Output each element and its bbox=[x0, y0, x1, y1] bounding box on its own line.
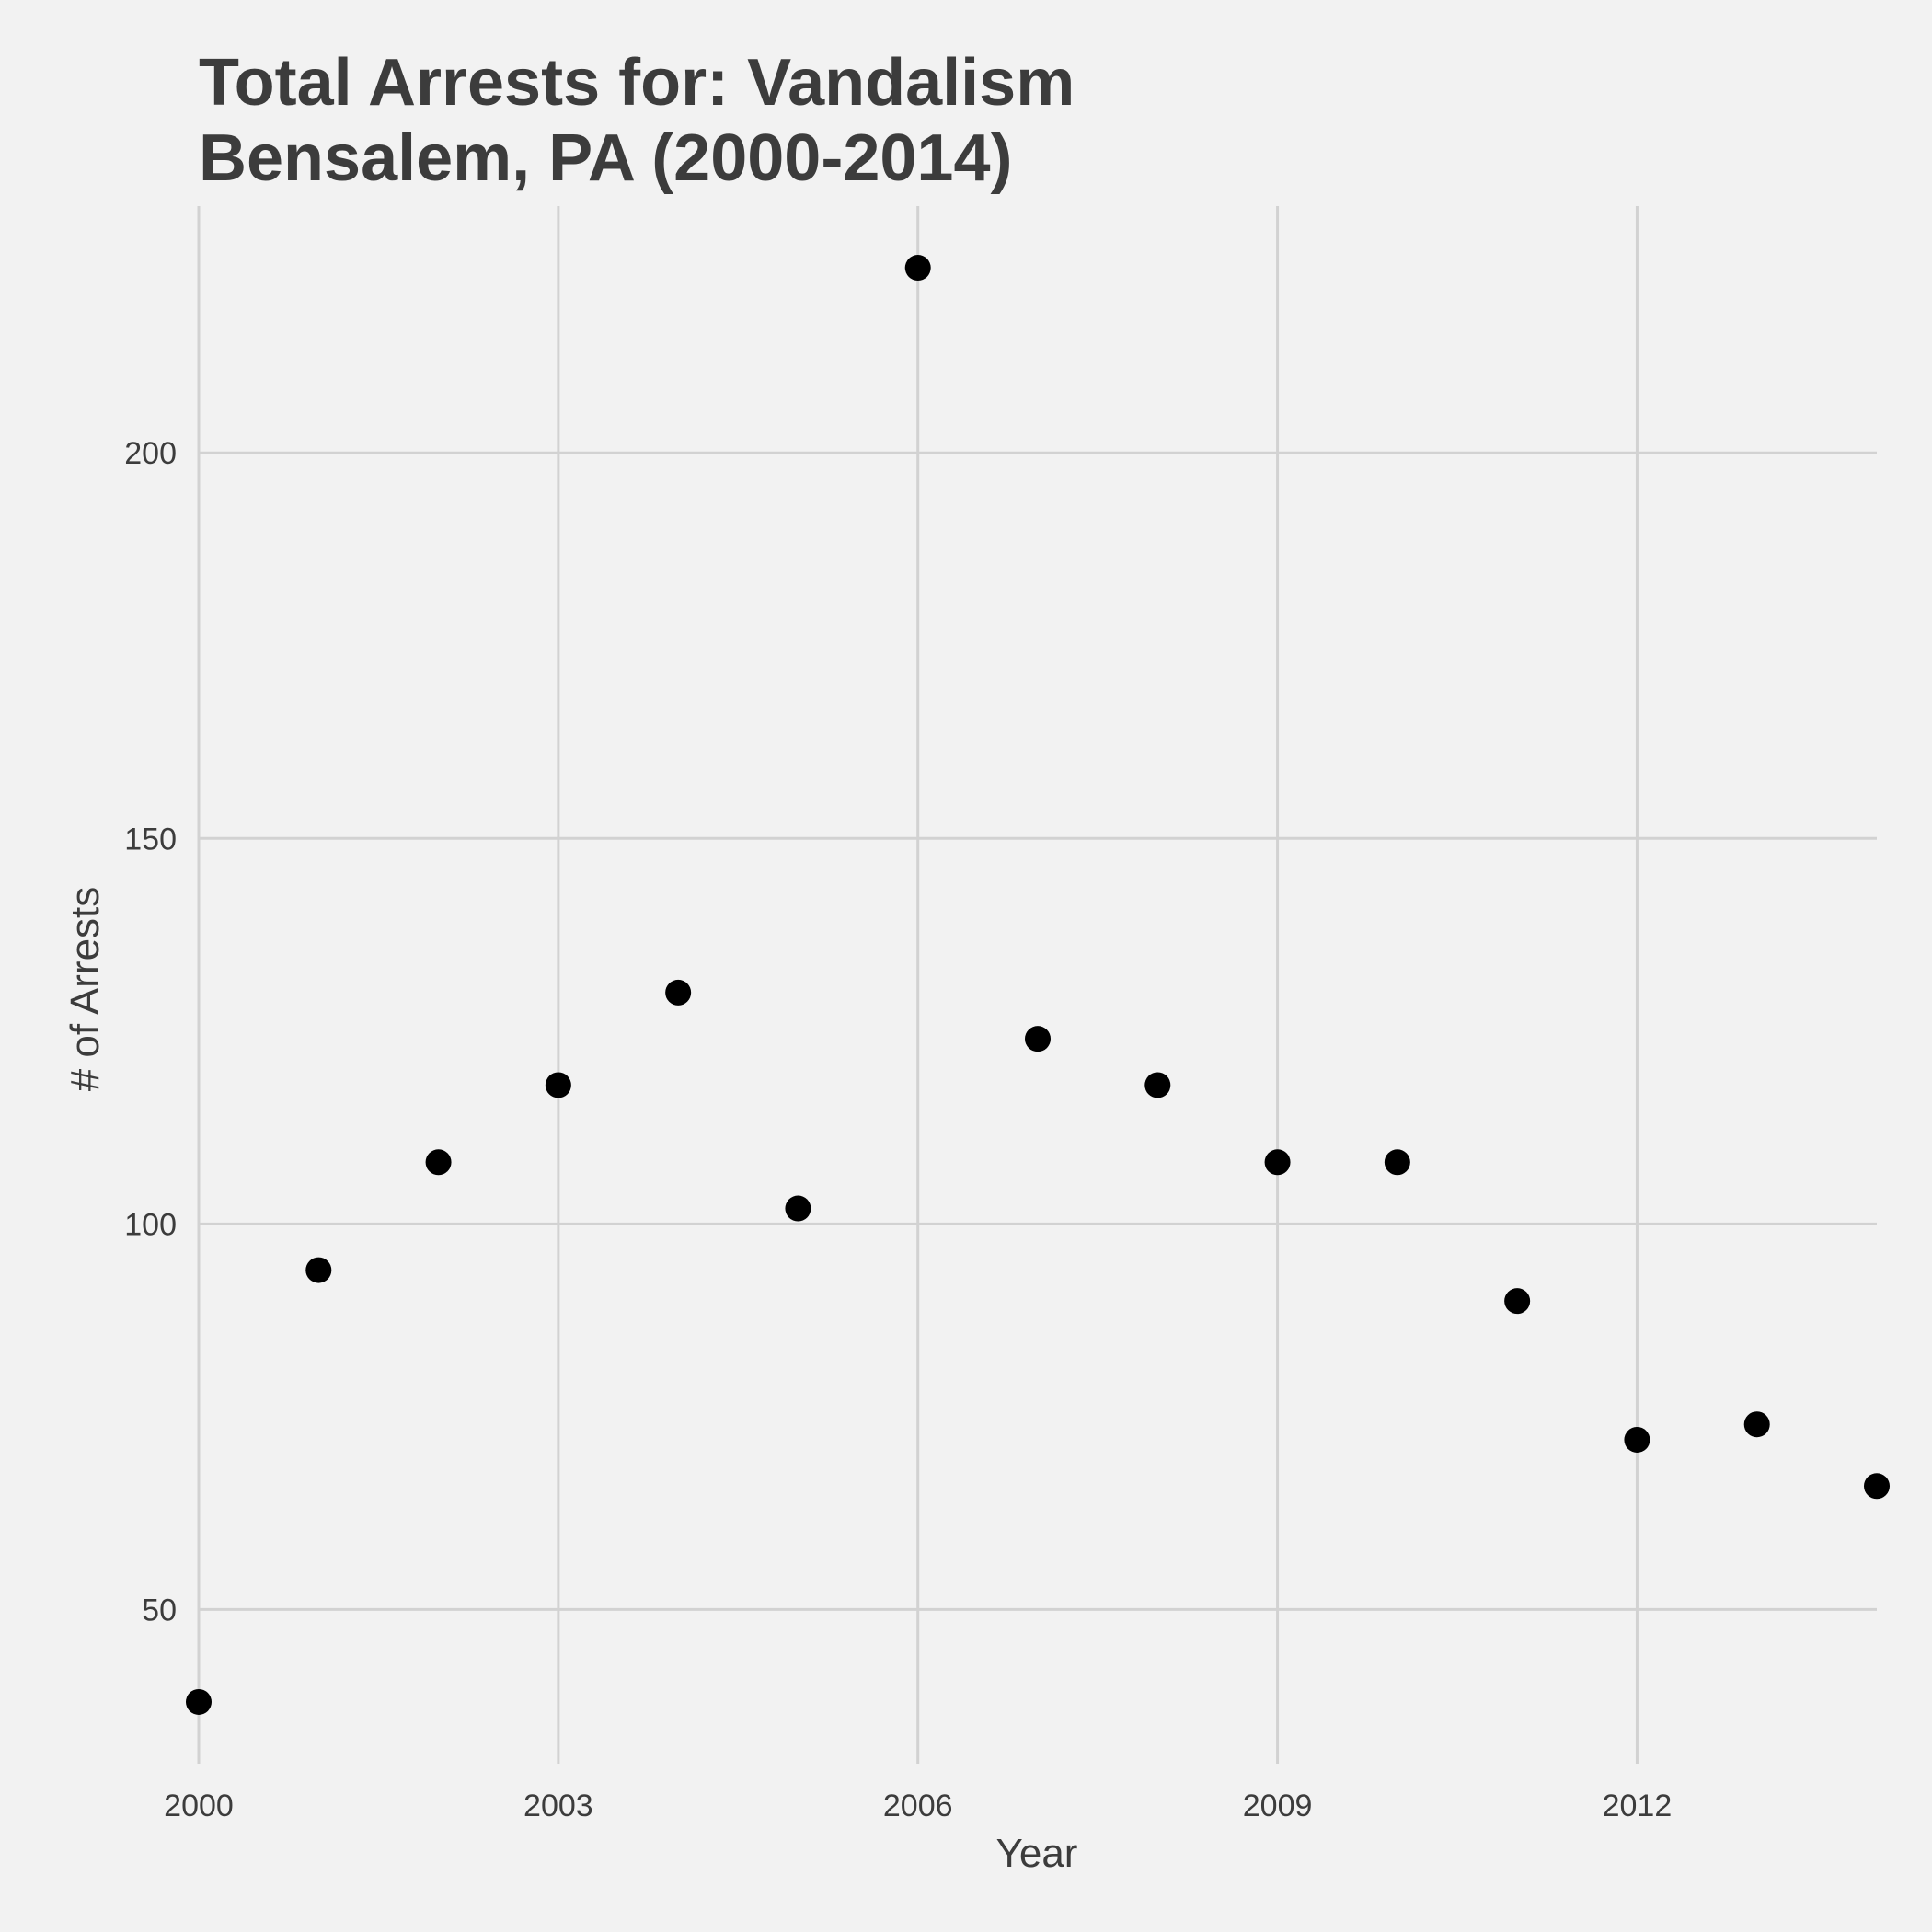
y-tick-label-150: 150 bbox=[124, 822, 177, 857]
x-tick-label-2012: 2012 bbox=[1603, 1788, 1673, 1823]
x-tick-label-2003: 2003 bbox=[523, 1788, 593, 1823]
x-tick-label-2006: 2006 bbox=[883, 1788, 953, 1823]
data-point-2002 bbox=[425, 1149, 452, 1176]
data-point-2003 bbox=[545, 1072, 571, 1098]
data-points bbox=[186, 255, 1890, 1715]
data-point-2011 bbox=[1504, 1288, 1531, 1315]
x-axis-tick-labels: 2000 2003 2006 2009 2012 bbox=[164, 1788, 1672, 1823]
grid bbox=[197, 206, 1877, 1764]
y-tick-label-200: 200 bbox=[124, 436, 177, 471]
x-axis-title: Year bbox=[996, 1831, 1078, 1876]
data-point-2010 bbox=[1384, 1149, 1410, 1176]
y-tick-label-50: 50 bbox=[142, 1593, 177, 1627]
data-point-2009 bbox=[1264, 1149, 1291, 1176]
data-point-2014 bbox=[1864, 1473, 1890, 1500]
data-point-2004 bbox=[665, 979, 692, 1006]
data-point-2012 bbox=[1624, 1426, 1650, 1453]
data-point-2006 bbox=[904, 255, 931, 282]
data-point-2005 bbox=[785, 1195, 811, 1222]
data-point-2000 bbox=[186, 1688, 212, 1715]
data-point-2013 bbox=[1743, 1411, 1770, 1438]
y-axis-tick-labels: 50 100 150 200 bbox=[124, 436, 177, 1627]
data-point-2007 bbox=[1025, 1026, 1051, 1052]
chart-subtitle: Bensalem, PA (2000-2014) bbox=[199, 121, 1012, 195]
data-point-2001 bbox=[305, 1257, 332, 1283]
chart-title: Total Arrests for: Vandalism bbox=[199, 46, 1075, 120]
x-tick-label-2000: 2000 bbox=[164, 1788, 234, 1823]
y-axis-title: # of Arrests bbox=[63, 887, 108, 1092]
y-tick-label-100: 100 bbox=[124, 1207, 177, 1242]
x-tick-label-2009: 2009 bbox=[1243, 1788, 1313, 1823]
data-point-2008 bbox=[1144, 1072, 1171, 1098]
